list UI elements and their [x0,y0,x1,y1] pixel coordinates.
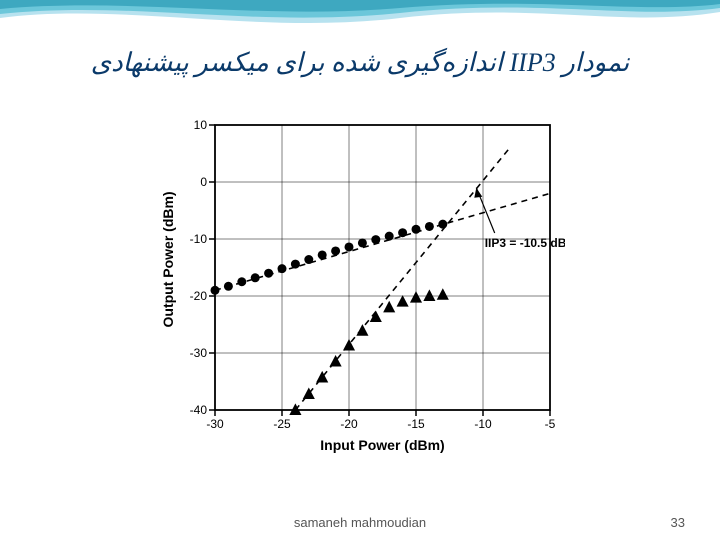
y-axis-label: Output Power (dBm) [160,191,176,327]
iip3-annotation: IIP3 = -10.5 dBm [485,236,565,250]
fundamental-point [318,250,327,259]
slide-title: نمودار IIP3 اندازه‌گیری شده برای میکسر پ… [0,48,720,78]
y-tick-label: -10 [190,232,208,246]
fundamental-point [371,235,380,244]
fundamental-point [224,282,233,291]
fundamental-point [331,246,340,255]
fundamental-point [345,242,354,251]
footer-author: samaneh mahmoudian [0,515,720,530]
wave-layer-3 [0,0,720,12]
fundamental-point [425,222,434,231]
x-tick-label: -30 [206,417,224,431]
x-tick-label: -15 [407,417,425,431]
y-tick-label: -40 [190,403,208,417]
fundamental-point [412,225,421,234]
wave-layer-2 [0,0,720,18]
iip3-chart: -30-25-20-15-10-5-40-30-20-10010IIP3 = -… [155,110,565,460]
fundamental-point [251,273,260,282]
x-tick-label: -10 [474,417,492,431]
fundamental-point [278,264,287,273]
fundamental-point [385,232,394,241]
fundamental-point [264,269,273,278]
x-tick-label: -5 [545,417,556,431]
fundamental-point [237,277,246,286]
fundamental-point [211,286,220,295]
chart-svg: -30-25-20-15-10-5-40-30-20-10010IIP3 = -… [155,110,565,460]
fundamental-point [304,255,313,264]
y-tick-label: 0 [200,175,207,189]
y-tick-label: -20 [190,289,208,303]
fundamental-point [358,238,367,247]
footer-page-number: 33 [671,515,685,530]
fundamental-point [398,228,407,237]
x-tick-label: -25 [273,417,291,431]
y-tick-label: -30 [190,346,208,360]
fundamental-point [438,220,447,229]
fundamental-point [291,260,300,269]
wave-layer-1 [0,0,720,23]
x-tick-label: -20 [340,417,358,431]
y-tick-label: 10 [194,118,208,132]
x-axis-label: Input Power (dBm) [320,437,444,453]
